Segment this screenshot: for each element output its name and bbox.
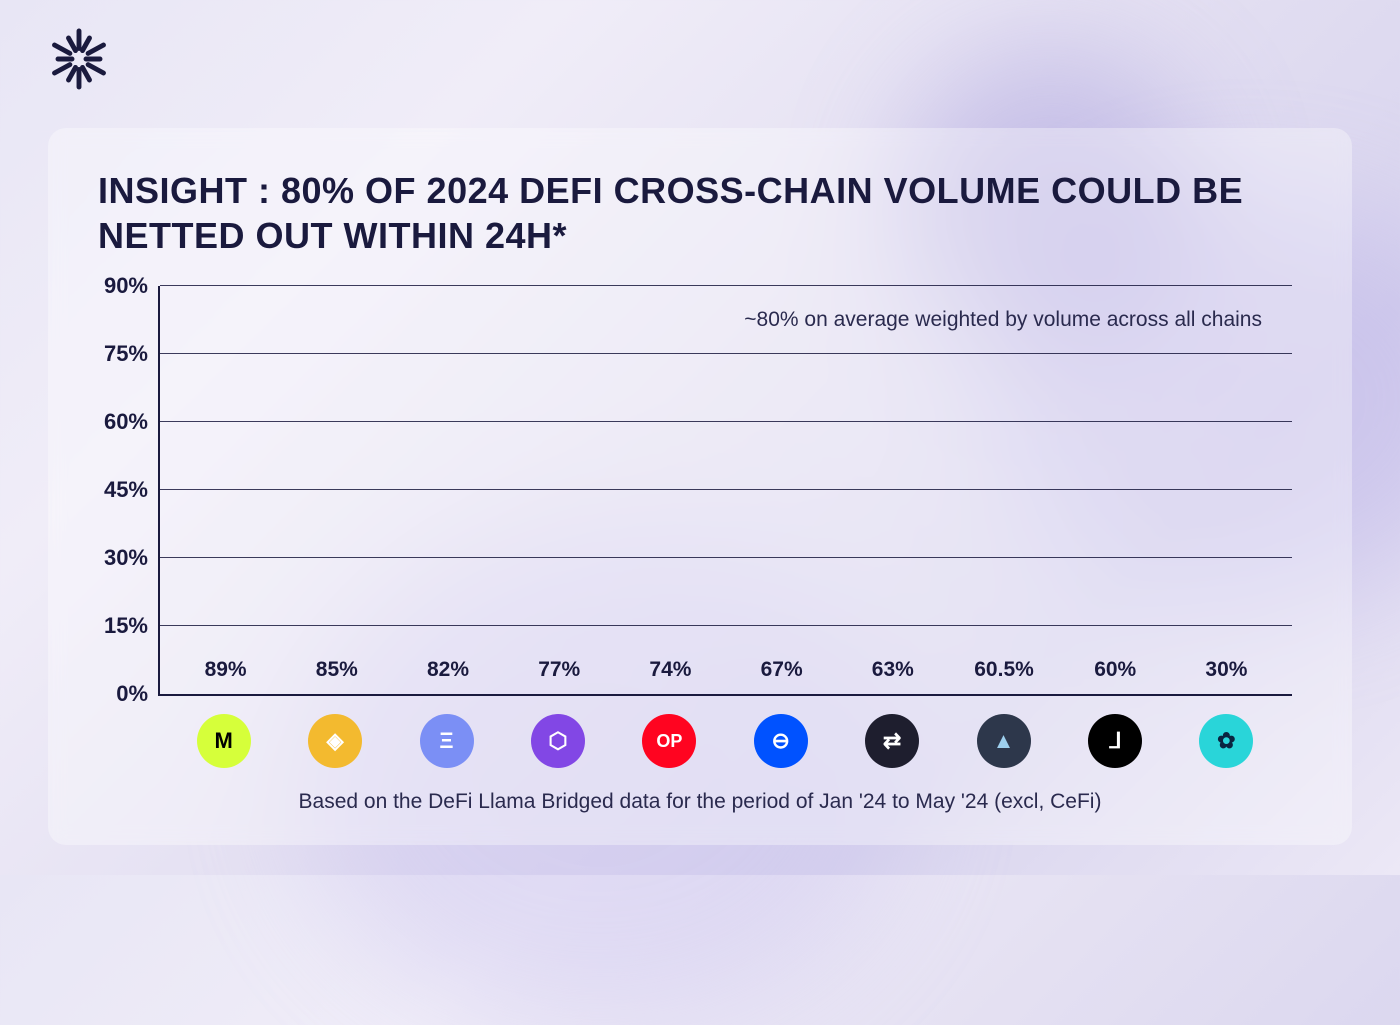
polygon-icon: ⬡ [531,714,585,768]
icon-cell: ✿ [1171,714,1282,768]
brand-logo-icon [44,24,114,94]
icon-cell: Ξ [391,714,502,768]
chart-plot: 89%85%82%77%74%67%63%60.5%60%30% 0%15%30… [158,286,1292,696]
gridline [160,421,1292,422]
x-axis-icons: M ◈ Ξ ⬡ OP ⊖ ⇄ ▲ ᒧ ✿ [158,696,1292,768]
y-axis-label: 0% [116,681,148,707]
icon-cell: ⇄ [836,714,947,768]
scroll-icon: ✿ [1199,714,1253,768]
icon-cell: ⬡ [502,714,613,768]
bar-value-label: 63% [847,658,938,682]
gridline [160,557,1292,558]
gridline [160,285,1292,286]
zksync-icon: ⇄ [865,714,919,768]
base-icon: ⊖ [754,714,808,768]
linea-icon: ᒧ [1088,714,1142,768]
chart-annotation: ~80% on average weighted by volume acros… [744,308,1262,332]
bar-value-label: 67% [736,658,827,682]
chart-title: INSIGHT : 80% OF 2024 DEFI CROSS-CHAIN V… [98,168,1302,258]
bar-value-label: 89% [180,658,271,682]
gridline [160,353,1292,354]
bnb-icon: ◈ [308,714,362,768]
chart-footnote: Based on the DeFi Llama Bridged data for… [98,790,1302,814]
icon-cell: M [168,714,279,768]
bar-value-label: 82% [402,658,493,682]
y-axis-label: 75% [104,341,148,367]
gridline [160,489,1292,490]
bar-value-label: 77% [514,658,605,682]
y-axis-label: 30% [104,545,148,571]
icon-cell: ⊖ [725,714,836,768]
y-axis-label: 90% [104,273,148,299]
y-axis-label: 60% [104,409,148,435]
bar-value-label: 85% [291,658,382,682]
bar-value-label: 74% [625,658,716,682]
arbitrum-icon: ▲ [977,714,1031,768]
y-axis-label: 45% [104,477,148,503]
bars-container: 89% 85% 82% 77% 74% 67% 63% 60.5% 60% 30% [160,286,1292,694]
y-axis-label: 15% [104,613,148,639]
icon-cell: ▲ [948,714,1059,768]
icon-cell: ◈ [279,714,390,768]
gridline [160,625,1292,626]
icon-cell: ᒧ [1059,714,1170,768]
icon-cell: OP [614,714,725,768]
chart-card: INSIGHT : 80% OF 2024 DEFI CROSS-CHAIN V… [48,128,1352,845]
chart-area: ~80% on average weighted by volume acros… [158,286,1292,768]
bar-value-label: 60% [1070,658,1161,682]
bar-value-label: 60.5% [958,658,1049,682]
bar-value-label: 30% [1181,658,1272,682]
optimism-icon: OP [642,714,696,768]
ethereum-icon: Ξ [420,714,474,768]
mantle-icon: M [197,714,251,768]
